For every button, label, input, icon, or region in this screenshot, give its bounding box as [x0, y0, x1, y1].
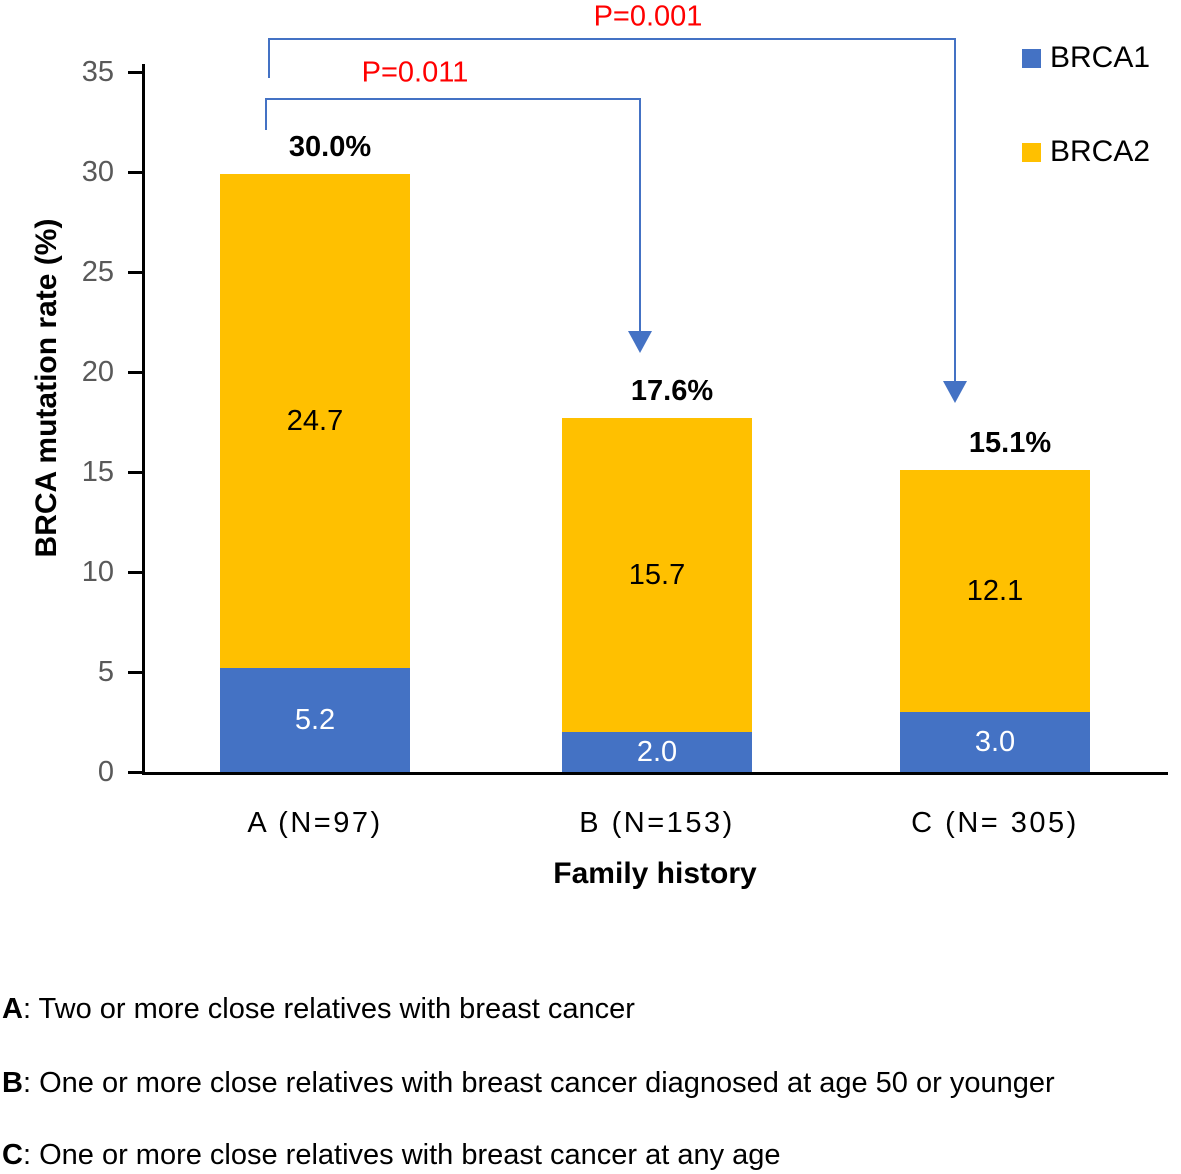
bar-total-label-B: 17.6%	[630, 375, 714, 407]
y-tick-mark-0	[128, 771, 143, 774]
y-tick-mark-25	[128, 271, 143, 274]
y-tick-mark-10	[128, 571, 143, 574]
footnote-key-C: C	[2, 1139, 23, 1171]
arrow-down-icon	[943, 381, 967, 403]
bar-value-brca2-A: 24.7	[286, 405, 344, 437]
x-tick-label-C: C (N= 305)	[911, 807, 1079, 839]
bar-value-brca1-B: 2.0	[636, 736, 678, 768]
footnote-B: B: One or more close relatives with brea…	[2, 1067, 1055, 1099]
y-tick-label-5: 5	[97, 656, 114, 688]
y-tick-mark-15	[128, 471, 143, 474]
bar-value-brca1-A: 5.2	[294, 704, 336, 736]
footnote-C: C: One or more close relatives with brea…	[2, 1139, 781, 1171]
legend-label-brca1: BRCA1	[1050, 41, 1151, 74]
p-value-label-a-vs-b: P=0.011	[361, 56, 469, 89]
y-axis-line	[142, 64, 145, 775]
bar-segment-brca1-A	[220, 668, 410, 772]
y-tick-label-20: 20	[81, 356, 114, 388]
y-tick-label-35: 35	[81, 56, 114, 88]
legend-item-brca2: BRCA2	[1022, 136, 1150, 168]
x-tick-label-B: B (N=153)	[579, 807, 735, 839]
x-axis-line	[142, 772, 1168, 775]
legend-swatch-brca1-icon	[1022, 48, 1041, 68]
y-tick-label-15: 15	[81, 456, 114, 488]
footnote-key-B: B	[2, 1067, 23, 1099]
y-tick-label-0: 0	[97, 756, 114, 788]
legend-label-brca2: BRCA2	[1050, 135, 1151, 168]
x-axis-title: Family history	[553, 857, 757, 890]
bar-segment-brca2-B	[562, 418, 752, 732]
y-tick-mark-30	[128, 171, 143, 174]
bar-value-brca2-C: 12.1	[966, 575, 1024, 607]
p-value-label-a-vs-c: P=0.001	[593, 0, 703, 33]
bar-segment-brca1-C	[900, 712, 1090, 772]
y-tick-mark-35	[128, 71, 143, 74]
y-tick-label-10: 10	[81, 556, 114, 588]
bar-value-brca1-C: 3.0	[974, 726, 1016, 758]
arrow-down-icon	[628, 331, 652, 353]
bar-value-brca2-B: 15.7	[628, 559, 686, 591]
bar-segment-brca2-C	[900, 470, 1090, 712]
bar-total-label-A: 30.0%	[288, 131, 372, 163]
y-tick-mark-5	[128, 671, 143, 674]
footnote-key-A: A	[2, 993, 23, 1025]
y-tick-label-30: 30	[81, 156, 114, 188]
y-tick-label-25: 25	[81, 256, 114, 288]
x-tick-label-A: A (N=97)	[247, 807, 383, 839]
legend-swatch-brca2-icon	[1022, 142, 1041, 162]
bar-total-label-C: 15.1%	[968, 427, 1052, 459]
footnote-A: A: Two or more close relatives with brea…	[2, 993, 635, 1025]
bar-segment-brca1-B	[562, 732, 752, 772]
y-tick-mark-20	[128, 371, 143, 374]
legend-item-brca1: BRCA1	[1022, 42, 1150, 74]
